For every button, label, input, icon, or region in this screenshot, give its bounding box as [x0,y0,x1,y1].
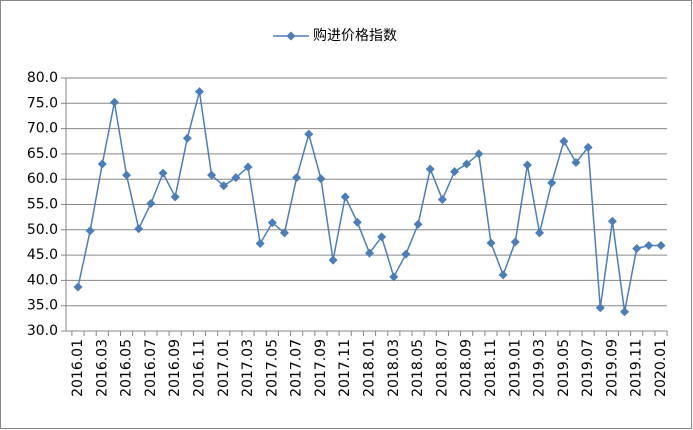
x-tick-label: 2019.09 [604,339,620,397]
y-tick-label: 75.0 [27,95,58,111]
x-tick-label: 2019.01 [507,339,523,397]
data-point [207,170,217,180]
x-tick-label: 2017.01 [216,339,232,397]
data-point [450,167,460,177]
x-tick-label: 2016.09 [167,339,183,397]
x-tick-label: 2018.11 [483,339,499,397]
legend-label: 购进价格指数 [313,28,397,44]
data-point [632,244,642,254]
y-tick-label: 65.0 [27,146,58,162]
x-tick-label: 2019.07 [580,339,596,397]
x-tick-label: 2018.01 [362,339,378,397]
data-point [437,194,447,204]
data-point [377,232,387,242]
x-tick-label: 2016.01 [70,339,86,397]
y-tick-label: 80.0 [27,70,58,86]
data-point [644,240,654,250]
x-tick-label: 2016.07 [143,339,159,397]
data-point [547,178,557,188]
data-point [365,248,374,258]
y-tick-label: 55.0 [27,197,58,213]
data-point [620,307,630,317]
data-point [510,237,520,247]
data-point [194,87,204,97]
data-point [170,192,180,202]
data-point [571,158,581,168]
data-point [73,282,83,292]
x-tick-label: 2016.05 [119,339,135,397]
data-point [97,159,107,169]
data-point [219,181,229,191]
data-point [413,219,423,229]
data-point [474,149,484,159]
data-point [304,129,314,139]
data-point [595,303,605,313]
data-point [316,174,326,184]
data-point [607,216,617,226]
x-tick-label: 2018.03 [386,339,402,397]
x-tick-label: 2017.09 [313,339,329,397]
data-point [328,255,338,265]
y-tick-label: 40.0 [27,272,58,288]
data-point [292,173,302,183]
data-point [522,160,532,170]
data-point [109,97,119,107]
x-tick-label: 2018.09 [459,339,475,397]
x-tick-label: 2020.01 [653,339,669,397]
x-tick-label: 2018.05 [410,339,426,397]
data-point [656,240,666,250]
data-point [498,270,508,280]
data-point [255,238,265,248]
x-tick-label: 2019.11 [629,339,645,397]
data-point [535,228,545,238]
data-point [486,238,496,248]
data-point [267,218,277,228]
data-point [146,198,156,208]
x-tick-label: 2017.05 [264,339,280,397]
data-point [279,228,289,238]
y-tick-label: 45.0 [27,247,58,263]
data-point [462,159,472,169]
x-tick-label: 2017.11 [337,339,353,397]
data-point [401,249,411,259]
data-point [231,173,241,183]
y-tick-label: 70.0 [27,121,58,137]
data-point [122,170,132,180]
data-point [182,133,192,143]
data-point [559,136,569,146]
y-tick-label: 60.0 [27,171,58,187]
x-tick-label: 2016.03 [94,339,110,397]
legend-marker [286,31,296,41]
data-point [158,168,168,178]
data-point [85,226,95,236]
x-tick-label: 2017.07 [289,339,305,397]
data-point [243,162,253,172]
y-tick-label: 50.0 [27,222,58,238]
data-point [352,217,362,227]
x-tick-label: 2019.05 [556,339,572,397]
y-tick-label: 30.0 [27,323,58,339]
data-point [134,224,144,234]
data-point [425,164,435,174]
x-tick-label: 2016.11 [191,339,207,397]
x-tick-label: 2019.03 [532,339,548,397]
x-tick-label: 2018.07 [434,339,450,397]
data-point [583,142,593,152]
x-tick-label: 2017.03 [240,339,256,397]
data-point [340,192,350,202]
data-point [389,272,399,282]
y-tick-label: 35.0 [27,298,58,314]
